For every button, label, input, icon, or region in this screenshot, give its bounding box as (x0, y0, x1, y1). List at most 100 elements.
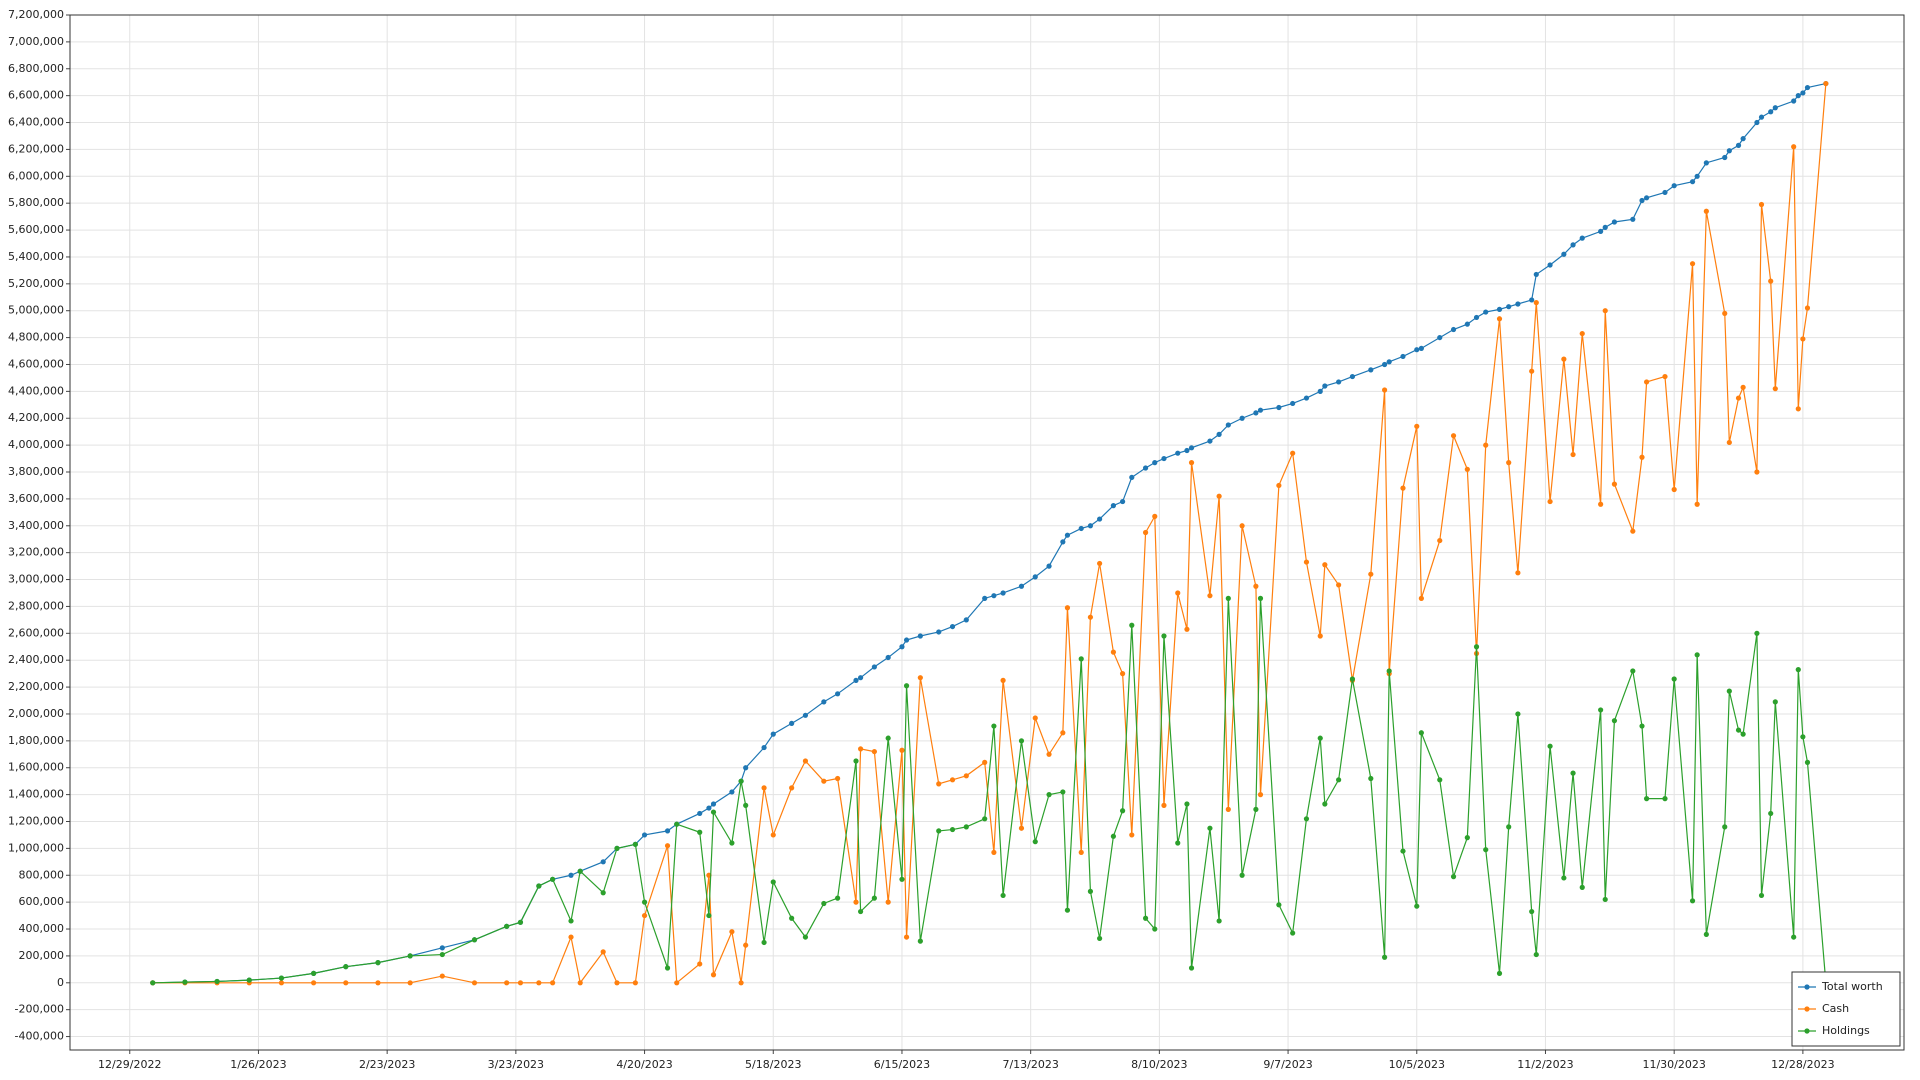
data-point (853, 758, 859, 764)
data-point (857, 908, 864, 915)
data-point (1046, 563, 1052, 569)
data-point (982, 816, 988, 822)
data-point (1119, 498, 1126, 505)
data-point (1643, 796, 1650, 802)
data-point (982, 595, 988, 601)
data-point (278, 975, 285, 981)
data-point (1515, 570, 1521, 576)
plot-frame (69, 14, 1905, 1051)
data-point (1239, 415, 1245, 421)
data-point (1533, 300, 1539, 306)
data-point (1400, 848, 1406, 854)
data-point (1322, 801, 1328, 807)
x-tick-label: 11/2/2023 (1517, 1058, 1573, 1071)
data-point (871, 664, 877, 670)
data-point (1579, 884, 1585, 890)
y-tick-label: 4,800,000 (8, 331, 64, 344)
data-point (1239, 872, 1245, 878)
data-point (1515, 711, 1521, 717)
data-point (577, 980, 583, 986)
x-tick-label: 1/26/2023 (230, 1058, 286, 1071)
y-tick-label: 4,000,000 (8, 438, 64, 451)
data-point (1547, 743, 1553, 749)
legend-marker (1804, 984, 1810, 990)
x-tick-label: 10/5/2023 (1389, 1058, 1445, 1071)
y-tick-label: 3,600,000 (8, 492, 64, 505)
data-point (1795, 93, 1801, 99)
y-tick-label: 6,600,000 (8, 89, 64, 102)
data-point (1129, 474, 1135, 480)
data-point (1598, 228, 1604, 235)
data-point (311, 980, 317, 986)
data-point (1726, 439, 1732, 446)
data-point (1303, 559, 1310, 565)
data-point (743, 802, 749, 808)
y-tick-label: 5,400,000 (8, 250, 64, 263)
legend-label: Cash (1822, 1002, 1849, 1015)
y-tick-label: 5,000,000 (8, 304, 64, 317)
data-point (246, 977, 252, 983)
data-point (600, 859, 606, 865)
data-point (1473, 644, 1480, 650)
data-point (1000, 677, 1006, 683)
data-point (664, 965, 671, 971)
data-point (1611, 718, 1618, 724)
data-point (1414, 347, 1420, 353)
data-point (1703, 160, 1709, 166)
y-tick-label: 2,400,000 (8, 653, 64, 666)
data-point (504, 980, 510, 986)
y-tick-label: 6,200,000 (8, 142, 64, 155)
legend-label: Holdings (1822, 1024, 1870, 1037)
data-point (1570, 451, 1576, 458)
data-point (641, 912, 648, 919)
data-point (1142, 465, 1149, 471)
data-point (343, 964, 349, 970)
data-point (1276, 902, 1282, 908)
y-tick-label: -200,000 (15, 1003, 64, 1016)
data-point (1060, 730, 1066, 736)
data-point (1400, 485, 1406, 491)
data-point (1414, 903, 1420, 909)
y-tick-label: 5,800,000 (8, 196, 64, 209)
data-point (1791, 98, 1797, 104)
data-point (1529, 297, 1535, 303)
data-point (802, 934, 809, 940)
data-point (407, 953, 413, 959)
data-point (1662, 373, 1668, 380)
data-point (1161, 633, 1167, 639)
data-point (1290, 930, 1296, 936)
data-point (761, 785, 767, 791)
data-point (1032, 839, 1038, 845)
data-point (697, 829, 703, 835)
data-point (885, 654, 891, 661)
data-point (770, 731, 776, 737)
data-point (214, 978, 220, 985)
data-point (1225, 806, 1231, 812)
data-point (1533, 271, 1539, 278)
data-point (1579, 235, 1585, 241)
data-point (789, 720, 795, 726)
data-point (1602, 224, 1608, 230)
data-point (1726, 688, 1732, 694)
data-point (1000, 892, 1006, 899)
y-tick-label: 7,000,000 (8, 35, 64, 48)
data-point (1450, 433, 1457, 439)
data-point (1225, 422, 1231, 428)
data-point (1119, 671, 1126, 677)
data-point (550, 980, 556, 986)
y-tick-label: 1,400,000 (8, 788, 64, 801)
legend-label: Total worth (1821, 980, 1883, 993)
data-point (1662, 796, 1668, 802)
legend-marker (1804, 1006, 1810, 1012)
data-point (802, 758, 809, 764)
data-point (903, 683, 910, 689)
data-point (1161, 455, 1167, 462)
data-point (1529, 368, 1535, 374)
data-point (1418, 345, 1424, 351)
data-point (1561, 251, 1567, 257)
data-point (1703, 208, 1709, 214)
y-tick-label: 3,000,000 (8, 573, 64, 586)
y-tick-label: 2,200,000 (8, 680, 64, 693)
data-point (1689, 261, 1696, 267)
